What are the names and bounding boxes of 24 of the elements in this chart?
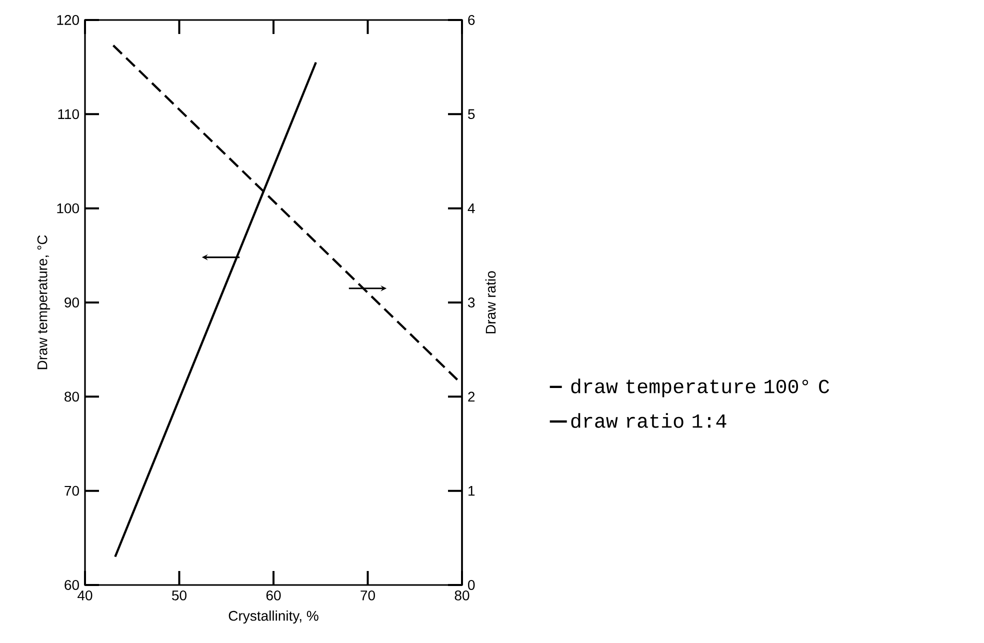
y2-tick-label: 5 bbox=[468, 109, 475, 120]
x-tick-label: 80 bbox=[454, 590, 470, 600]
y2-tick-label: 0 bbox=[468, 580, 475, 590]
y2-tick-label: 3 bbox=[468, 298, 475, 308]
y2-tick-label: 6 bbox=[468, 15, 475, 25]
y-tick-label: 70 bbox=[64, 486, 79, 496]
y-tick-label: 120 bbox=[57, 15, 79, 25]
y-tick-label: 100 bbox=[57, 203, 79, 214]
legend-label: draw ratio 1:4 bbox=[571, 413, 726, 428]
y2-tick-label: 2 bbox=[468, 392, 475, 402]
y2-tick-label: 4 bbox=[468, 204, 475, 214]
y-axis-title: Draw temperature, °C bbox=[37, 235, 50, 370]
y-tick-label: 80 bbox=[64, 392, 79, 402]
x-tick-label: 50 bbox=[172, 590, 186, 600]
x-tick-label: 60 bbox=[266, 590, 281, 600]
y-tick-label: 60 bbox=[64, 580, 79, 590]
legend-label: draw temperature 100° C bbox=[571, 378, 830, 398]
y2-axis-title: Draw ratio bbox=[485, 271, 496, 334]
x-axis-title: Crystallinity, % bbox=[228, 610, 318, 624]
x-tick-label: 40 bbox=[78, 590, 92, 600]
y2-tick-label: 1 bbox=[468, 486, 475, 496]
y-tick-label: 110 bbox=[58, 109, 79, 120]
y-tick-label: 90 bbox=[64, 298, 79, 308]
x-tick-label: 70 bbox=[360, 590, 375, 600]
